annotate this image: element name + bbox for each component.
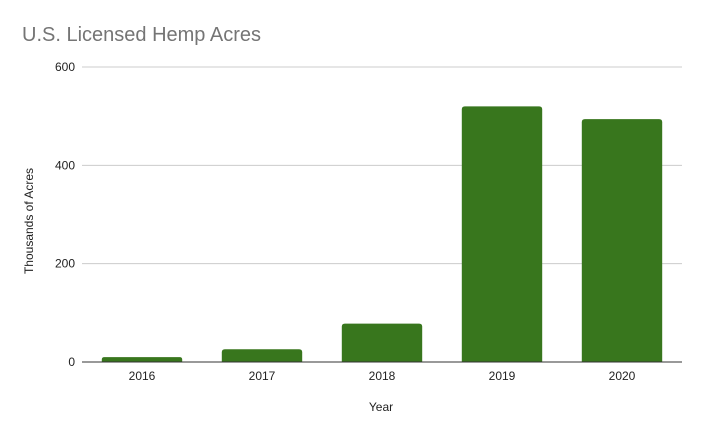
bars — [101, 106, 663, 362]
y-tick-label: 200 — [55, 257, 75, 271]
x-tick-label: 2018 — [369, 369, 396, 383]
x-axis-tick-labels: 2016 2017 2018 2019 2020 — [129, 369, 636, 383]
x-tick-label: 2019 — [489, 369, 516, 383]
x-axis-title: Year — [369, 400, 393, 414]
x-tick-label: 2017 — [249, 369, 276, 383]
y-tick-label: 600 — [55, 60, 75, 74]
y-axis-tick-labels: 0 200 400 600 — [55, 60, 75, 369]
y-axis-title: Thousands of Acres — [22, 168, 36, 274]
bar-2016 — [101, 357, 183, 362]
bar-2018 — [341, 323, 423, 362]
bar-2017 — [221, 349, 303, 362]
chart-title: U.S. Licensed Hemp Acres — [22, 24, 261, 46]
x-tick-label: 2020 — [609, 369, 636, 383]
x-tick-label: 2016 — [129, 369, 156, 383]
y-tick-label: 400 — [55, 158, 75, 172]
y-tick-label: 0 — [68, 355, 75, 369]
bar-2020 — [581, 119, 663, 362]
bar-2019 — [461, 106, 543, 362]
